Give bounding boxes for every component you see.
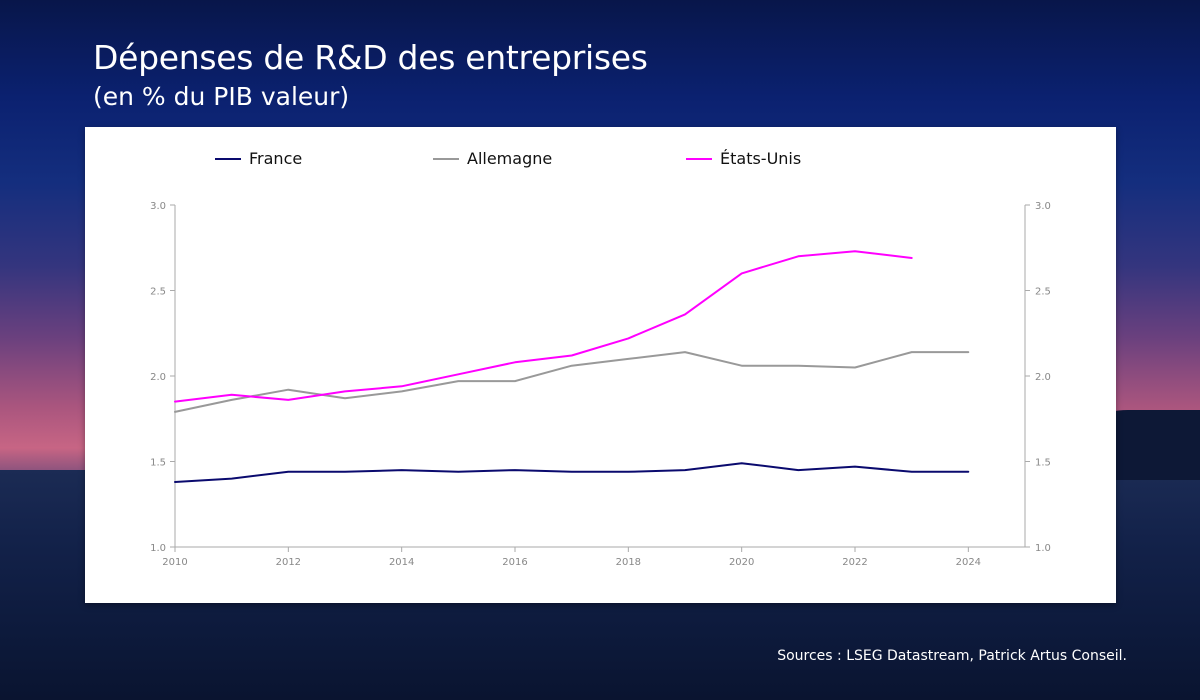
chart-tick-labels: 1.0 1.0 1.5 1.5 2.0 2.0 2.5 2.5 3.0 3.0 2010 2012 20…: [150, 201, 1051, 568]
legend-swatch-allemagne: [433, 158, 459, 160]
y-tick-label-right: 2.0: [1035, 372, 1051, 383]
line-chart: 1.0 1.0 1.5 1.5 2.0 2.0 2.5 2.5 3.0 3.0 2010 2012 20…: [150, 201, 1051, 568]
series-line-etats-unis: [174, 250, 913, 403]
legend-label-france: France: [249, 149, 303, 168]
x-tick-label: 2014: [389, 557, 414, 568]
x-tick-label: 2010: [162, 557, 187, 568]
legend-label-allemagne: Allemagne: [467, 149, 553, 168]
x-tick-label: 2016: [502, 557, 527, 568]
y-tick-label-right: 3.0: [1035, 201, 1051, 212]
legend-swatch-france: [215, 158, 241, 160]
chart-series-lines: [174, 250, 970, 483]
y-tick-label-left: 3.0: [150, 201, 166, 212]
y-tick-label-right: 1.0: [1035, 543, 1051, 554]
x-tick-label: 2018: [616, 557, 641, 568]
y-tick-label-left: 2.5: [150, 287, 166, 298]
y-tick-label-left: 1.0: [150, 543, 166, 554]
page-title: Dépenses de R&D des entreprises: [93, 38, 648, 77]
chart-panel: France Allemagne États-Unis 1.0 1.0 1.5 1.5…: [85, 127, 1116, 603]
series-line-france: [174, 462, 970, 483]
legend-swatch-etats-unis: [686, 158, 712, 160]
chart-axes: [170, 204, 1030, 552]
y-tick-label-left: 2.0: [150, 372, 166, 383]
source-note: Sources : LSEG Datastream, Patrick Artus…: [777, 648, 1127, 664]
x-tick-label: 2024: [956, 557, 981, 568]
x-tick-label: 2020: [729, 557, 754, 568]
x-tick-label: 2022: [842, 557, 867, 568]
x-tick-label: 2012: [276, 557, 301, 568]
legend-label-etats-unis: États-Unis: [720, 149, 802, 168]
page-subtitle: (en % du PIB valeur): [93, 82, 350, 111]
y-tick-label-left: 1.5: [150, 458, 166, 469]
y-tick-label-right: 1.5: [1035, 458, 1051, 469]
series-line-allemagne: [174, 351, 970, 413]
y-tick-label-right: 2.5: [1035, 287, 1051, 298]
